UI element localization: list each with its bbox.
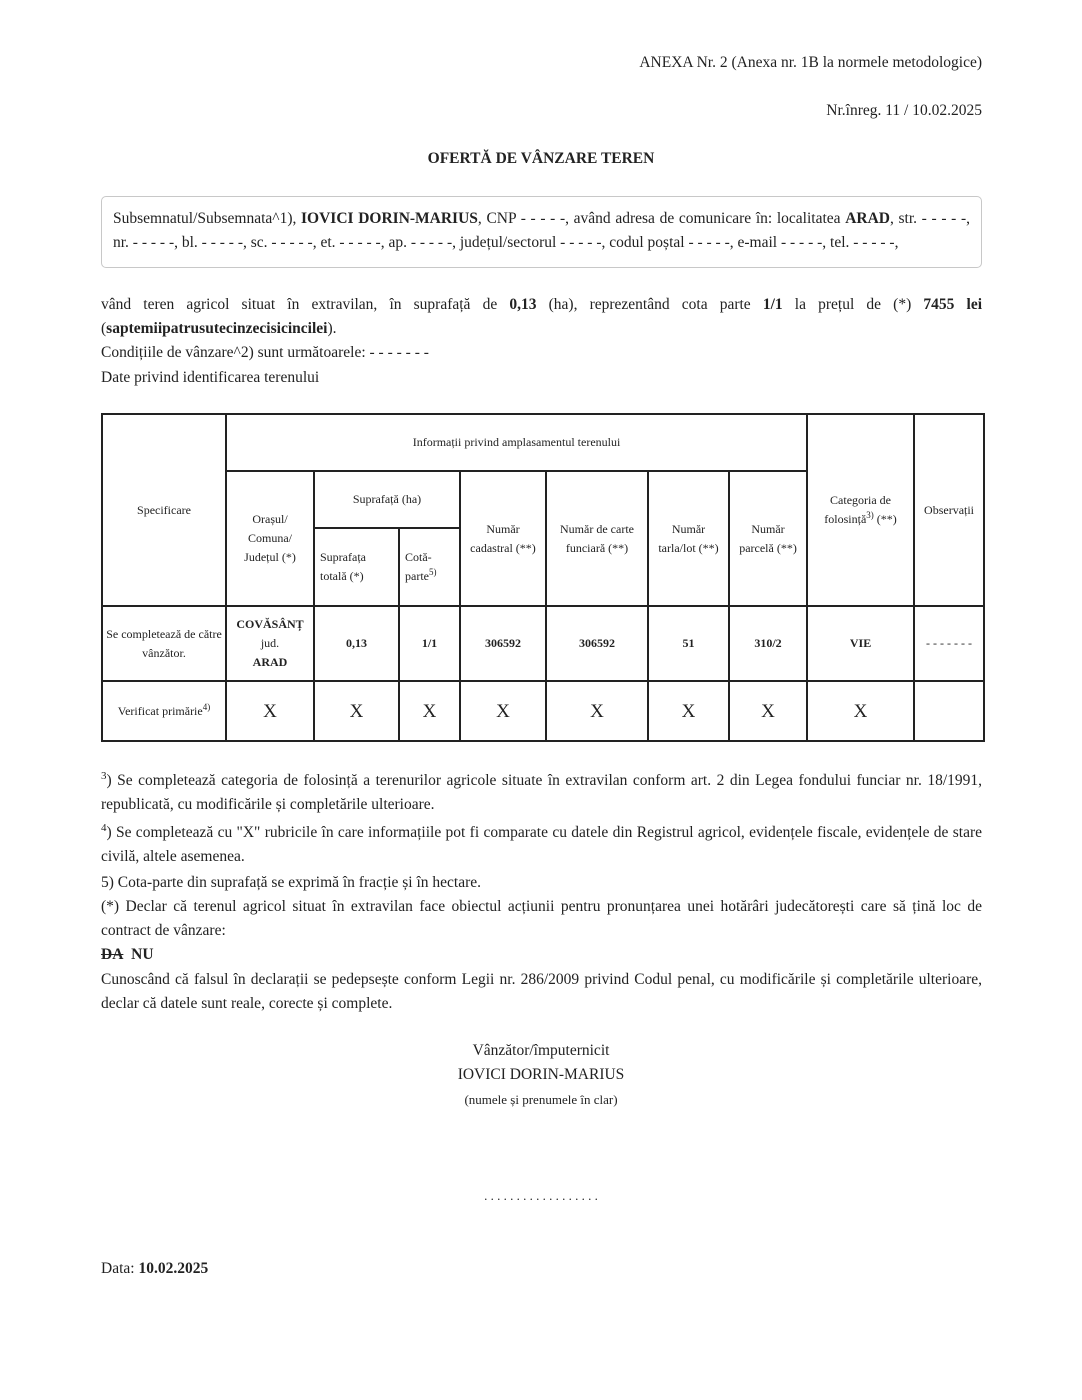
- offer-text: vând teren agricol situat în extravilan,…: [101, 296, 510, 313]
- option-nu: NU: [131, 946, 154, 963]
- cota-label: Cotă-parte: [405, 550, 432, 583]
- sale-conditions: Condițiile de vânzare^2) sunt următoarel…: [101, 344, 429, 361]
- footnote-ref: 5): [428, 567, 437, 577]
- page-title: OFERTĂ DE VÂNZARE TEREN: [427, 150, 655, 167]
- offer-text: (: [101, 320, 107, 337]
- header-observatii: Observații: [913, 413, 986, 607]
- header-parcela: Număr parcelă (**): [727, 470, 809, 607]
- footnote-number: 3: [101, 769, 107, 782]
- check-mark: X: [545, 680, 649, 742]
- categoria-tail: (**): [873, 512, 897, 526]
- cell-area: 0,13: [313, 605, 400, 682]
- option-da-struck: DA: [101, 946, 124, 963]
- cell-parcela: 310/2: [727, 605, 809, 682]
- registration-number: Nr.înreg. 11 / 10.02.2025: [826, 102, 982, 119]
- table-row: Se completează de către vânzător. COVĂSÂ…: [101, 605, 986, 682]
- seller-text: Subsemnatul/Subsemnata^1),: [113, 210, 302, 227]
- header-categoria: Categoria de folosință3) (**): [806, 413, 916, 607]
- seller-text: , CNP - - - - -, având adresa de comunic…: [477, 210, 846, 227]
- row-label: Se completează de către vânzător.: [101, 605, 227, 682]
- check-mark: X: [313, 680, 400, 742]
- cell-locality: COVĂSÂNȚ jud. ARAD: [225, 605, 315, 682]
- identification-heading: Date privind identificarea terenului: [101, 369, 320, 386]
- categoria-label: Categoria de folosință: [824, 493, 892, 526]
- signature-line: . . . . . . . . . . . . . . . . . .: [484, 1188, 598, 1203]
- offer-share: 1/1: [762, 296, 783, 313]
- header-info: Informații privind amplasamentul terenul…: [224, 413, 809, 472]
- cell-categoria: VIE: [806, 605, 916, 682]
- seller-text: , str. - - - - -, nr. - - - - -, bl. - -…: [113, 210, 971, 251]
- jud: jud.: [260, 636, 280, 650]
- footnote-3: 3) Se completează categoria de folosință…: [101, 769, 982, 817]
- offer-price: 7455 lei: [923, 296, 983, 313]
- header-suprafata-totala: Suprafața totală (*): [313, 527, 400, 607]
- date-value: 10.02.2025: [138, 1260, 209, 1277]
- seller-info-box: Subsemnatul/Subsemnata^1), IOVICI DORIN-…: [101, 196, 982, 268]
- header-cadastral: Număr cadastral (**): [459, 470, 547, 607]
- signature-name: IOVICI DORIN-MARIUS: [457, 1066, 625, 1083]
- annex-label: ANEXA Nr. 2 (Anexa nr. 1B la normele met…: [639, 54, 982, 71]
- date-label: Data:: [101, 1260, 139, 1277]
- land-table: Specificare Informații privind amplasame…: [101, 413, 986, 742]
- footnote-text: ) Se completează cu "X" rubricile în car…: [101, 824, 982, 865]
- signature-role: Vânzător/împuternicit: [472, 1042, 610, 1059]
- offer-area: 0,13: [509, 296, 537, 313]
- header-suprafata: Suprafață (ha): [313, 470, 461, 529]
- locality: COVĂSÂNȚ: [236, 617, 304, 631]
- seller-name: IOVICI DORIN-MARIUS: [301, 210, 478, 227]
- header-tarla: Număr tarla/lot (**): [647, 470, 730, 607]
- footnote-5: 5) Cota-parte din suprafață se exprimă î…: [101, 874, 482, 891]
- check-mark: X: [459, 680, 547, 742]
- county: ARAD: [252, 655, 288, 669]
- offer-text: (ha), reprezentând cota parte: [536, 296, 763, 313]
- row-label: Verificat primărie4): [101, 680, 227, 742]
- header-specificare: Specificare: [101, 413, 227, 607]
- verificat-label: Verificat primărie: [117, 703, 203, 718]
- da-nu-choice: DA NU: [101, 943, 982, 967]
- header-cota: Cotă-parte5): [398, 527, 461, 607]
- header-oras: Orașul/ Comuna/ Județul (*): [225, 470, 315, 607]
- cell-empty: [913, 680, 986, 742]
- check-mark: X: [225, 680, 315, 742]
- date-line: Data: 10.02.2025: [101, 1260, 208, 1278]
- cell-share: 1/1: [398, 605, 461, 682]
- footnote-4: 4) Se completează cu "X" rubricile în ca…: [101, 821, 982, 869]
- check-mark: X: [727, 680, 809, 742]
- cell-tarla: 51: [647, 605, 730, 682]
- seller-locality: ARAD: [845, 210, 890, 227]
- false-statement-notice: Cunoscând că falsul în declarații se ped…: [101, 971, 982, 1012]
- signature-hint: (numele și prenumele în clar): [464, 1092, 618, 1107]
- cell-observatii: - - - - - - -: [913, 605, 986, 682]
- table-row: Verificat primărie4) X X X X X X X X: [101, 680, 986, 742]
- check-mark: X: [647, 680, 730, 742]
- offer-paragraph: vând teren agricol situat în extravilan,…: [101, 293, 982, 341]
- footnote-ref: 3): [866, 510, 874, 520]
- check-mark: X: [806, 680, 916, 742]
- offer-text: la prețul de (*): [782, 296, 924, 313]
- footnote-number: 4: [101, 821, 107, 834]
- cell-cadastral: 306592: [459, 605, 547, 682]
- offer-price-words: saptemiipatrusutecinzecisicincilei: [106, 320, 328, 337]
- footnote-ref: 4): [202, 701, 211, 712]
- footnote-text: ) Se completează categoria de folosință …: [101, 772, 982, 813]
- check-mark: X: [398, 680, 461, 742]
- declaration: (*) Declar că terenul agricol situat în …: [101, 898, 982, 939]
- offer-text: ).: [327, 320, 337, 337]
- cell-carte: 306592: [545, 605, 649, 682]
- header-carte: Număr de carte funciară (**): [545, 470, 649, 607]
